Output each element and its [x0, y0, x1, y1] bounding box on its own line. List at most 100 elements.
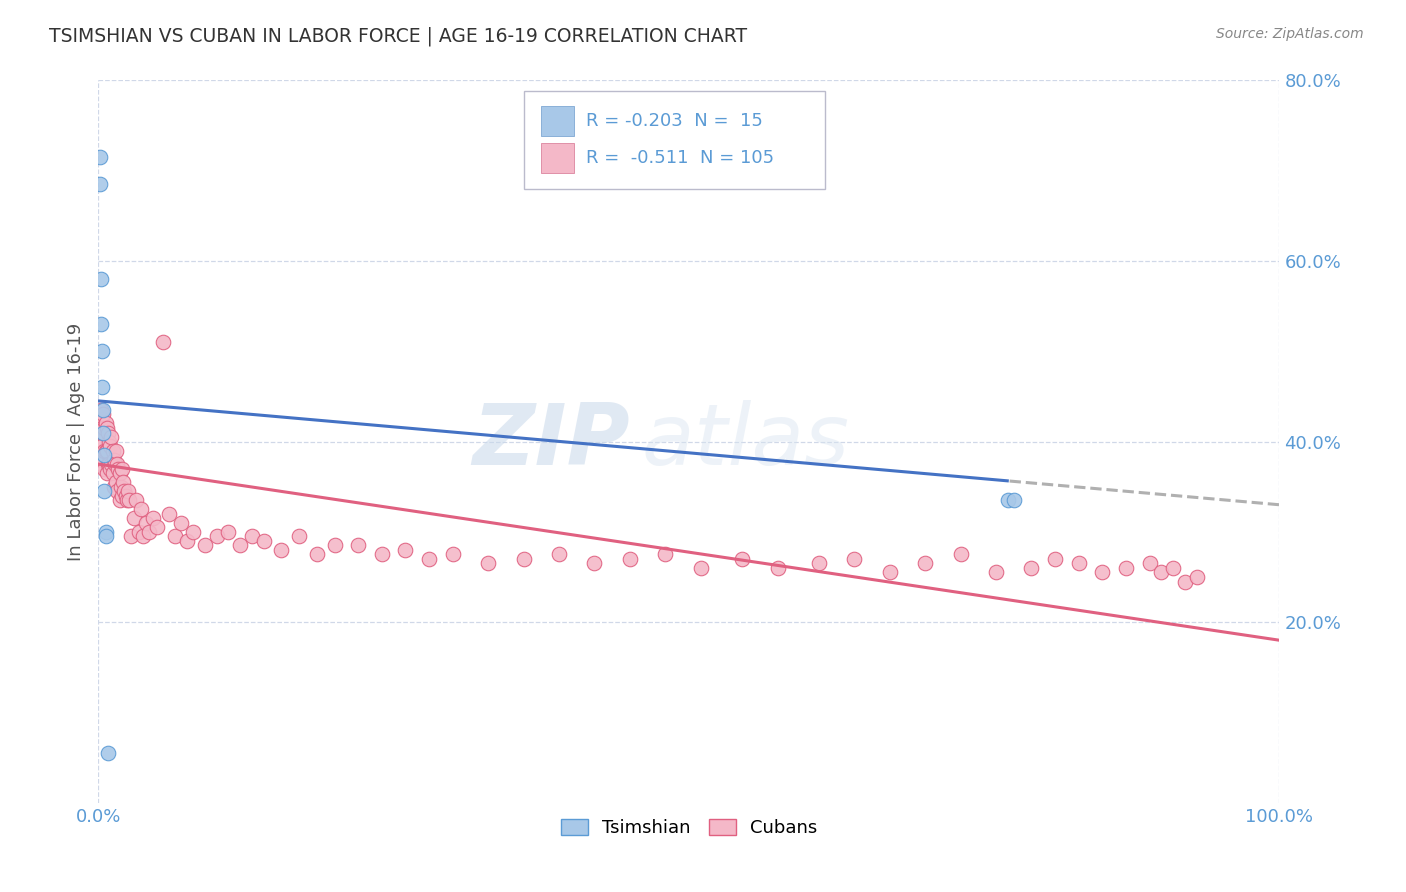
Text: R =  -0.511  N = 105: R = -0.511 N = 105	[586, 149, 775, 168]
Text: R = -0.203  N =  15: R = -0.203 N = 15	[586, 112, 763, 129]
Point	[194, 538, 217, 552]
Point	[844, 552, 866, 566]
Point	[105, 484, 128, 499]
Point	[176, 533, 198, 548]
Point	[90, 317, 112, 331]
Point	[205, 529, 228, 543]
Point	[89, 177, 111, 191]
Point	[949, 548, 972, 562]
Point	[146, 520, 169, 534]
FancyBboxPatch shape	[541, 105, 575, 136]
Point	[111, 489, 134, 503]
Point	[122, 511, 145, 525]
Point	[583, 557, 606, 571]
Point	[394, 542, 416, 557]
Point	[1185, 570, 1208, 584]
Point	[93, 443, 115, 458]
Point	[91, 344, 114, 359]
Point	[477, 557, 499, 571]
Point	[100, 457, 122, 471]
Legend: Tsimshian, Cubans: Tsimshian, Cubans	[554, 812, 824, 845]
Text: ZIP: ZIP	[472, 400, 630, 483]
FancyBboxPatch shape	[523, 91, 825, 189]
Point	[441, 548, 464, 562]
Point	[1091, 566, 1114, 580]
Point	[111, 461, 134, 475]
Point	[91, 403, 114, 417]
Point	[91, 421, 114, 435]
Point	[1043, 552, 1066, 566]
Point	[105, 443, 128, 458]
Point	[323, 538, 346, 552]
Point	[108, 493, 131, 508]
Point	[94, 524, 117, 539]
Point	[128, 524, 150, 539]
Point	[371, 548, 394, 562]
Point	[91, 439, 114, 453]
Point	[90, 439, 112, 453]
Point	[157, 507, 180, 521]
Point	[91, 380, 114, 394]
Point	[619, 552, 641, 566]
Point	[253, 533, 276, 548]
Point	[105, 457, 128, 471]
Text: TSIMSHIAN VS CUBAN IN LABOR FORCE | AGE 16-19 CORRELATION CHART: TSIMSHIAN VS CUBAN IN LABOR FORCE | AGE …	[49, 27, 748, 46]
Text: atlas: atlas	[641, 400, 849, 483]
Point	[305, 548, 328, 562]
Point	[418, 552, 440, 566]
Point	[105, 475, 128, 490]
Point	[110, 480, 132, 494]
Point	[181, 524, 204, 539]
Point	[270, 542, 292, 557]
Point	[93, 448, 115, 462]
Point	[90, 272, 112, 286]
Point	[103, 480, 125, 494]
Point	[217, 524, 239, 539]
Point	[98, 439, 121, 453]
Text: Source: ZipAtlas.com: Source: ZipAtlas.com	[1216, 27, 1364, 41]
Point	[89, 439, 111, 453]
Point	[914, 557, 936, 571]
Point	[288, 529, 311, 543]
Point	[879, 566, 901, 580]
Point	[100, 430, 122, 444]
Point	[90, 403, 112, 417]
Point	[654, 548, 676, 562]
Point	[112, 475, 135, 490]
Point	[97, 457, 120, 471]
Point	[98, 434, 121, 449]
Point	[548, 548, 571, 562]
Point	[731, 552, 754, 566]
Point	[1174, 574, 1197, 589]
Point	[91, 408, 114, 422]
Point	[89, 150, 111, 164]
Point	[1021, 561, 1043, 575]
Point	[152, 335, 174, 350]
Point	[91, 425, 114, 440]
Point	[96, 466, 118, 480]
Y-axis label: In Labor Force | Age 16-19: In Labor Force | Age 16-19	[66, 322, 84, 561]
Point	[98, 457, 121, 471]
Point	[118, 493, 141, 508]
Point	[108, 466, 131, 480]
Point	[94, 529, 117, 543]
Point	[93, 484, 115, 499]
Point	[94, 443, 117, 458]
Point	[766, 561, 789, 575]
Point	[512, 552, 534, 566]
Point	[101, 443, 124, 458]
Point	[98, 461, 121, 475]
Point	[1115, 561, 1137, 575]
Point	[125, 493, 148, 508]
Point	[165, 529, 187, 543]
Point	[138, 524, 160, 539]
Point	[132, 529, 155, 543]
Point	[96, 421, 118, 435]
Point	[90, 421, 112, 435]
Point	[984, 566, 1007, 580]
Point	[101, 466, 124, 480]
Point	[107, 461, 129, 475]
Point	[170, 516, 193, 530]
Point	[229, 538, 252, 552]
Point	[93, 421, 115, 435]
